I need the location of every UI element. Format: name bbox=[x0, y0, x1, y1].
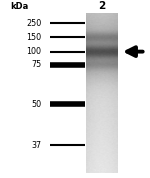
Text: 75: 75 bbox=[31, 61, 41, 69]
Text: kDa: kDa bbox=[10, 2, 29, 11]
Text: 150: 150 bbox=[26, 33, 41, 42]
Text: 2: 2 bbox=[98, 1, 106, 11]
Text: 250: 250 bbox=[26, 19, 41, 28]
Text: 50: 50 bbox=[31, 100, 41, 109]
Text: 37: 37 bbox=[31, 141, 41, 150]
Text: 100: 100 bbox=[26, 47, 41, 56]
